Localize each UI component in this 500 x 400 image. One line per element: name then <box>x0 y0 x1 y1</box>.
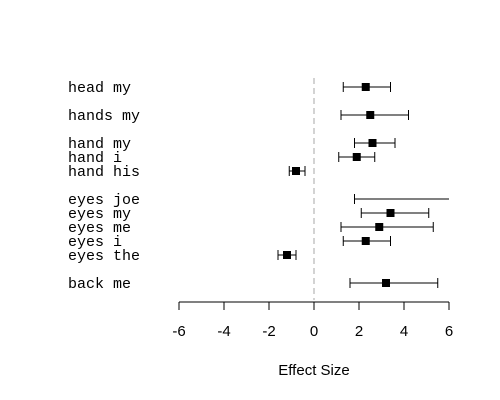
x-tick-label: 2 <box>355 323 363 340</box>
estimate-marker <box>368 139 377 147</box>
forest-row: eyes me <box>68 220 434 237</box>
row-label: back me <box>68 276 131 293</box>
estimate-marker <box>366 111 375 119</box>
row-label: eyes i <box>68 234 122 251</box>
forest-row: eyes joe <box>68 192 449 209</box>
x-tick-label: -4 <box>217 323 230 340</box>
x-tick-label: -6 <box>172 323 185 340</box>
row-label: eyes joe <box>68 192 140 209</box>
x-tick-label: 6 <box>445 323 453 340</box>
estimate-marker <box>292 167 300 175</box>
forest-row: hands my <box>68 108 409 125</box>
estimate-marker <box>352 153 361 161</box>
row-label: eyes the <box>68 248 140 265</box>
row-label: hand my <box>68 136 131 153</box>
x-tick-label: 4 <box>400 323 408 340</box>
forest-row: hand my <box>68 136 396 153</box>
forest-row: back me <box>68 276 439 293</box>
estimate-marker <box>375 223 384 231</box>
row-label: eyes me <box>68 220 131 237</box>
row-label: head my <box>68 80 131 97</box>
x-tick-label: -2 <box>262 323 275 340</box>
forest-row: head my <box>68 80 391 97</box>
forest-row: eyes i <box>68 234 391 251</box>
x-tick-label: 0 <box>310 323 318 340</box>
forest-row: eyes the <box>68 248 297 265</box>
estimate-marker <box>382 279 390 287</box>
row-label: hand his <box>68 164 140 181</box>
estimate-marker <box>283 251 291 259</box>
row-label: eyes my <box>68 206 131 223</box>
row-label: hand i <box>68 150 122 167</box>
row-label: hands my <box>68 108 140 125</box>
forest-row: hand i <box>68 150 376 167</box>
estimate-marker <box>361 83 370 91</box>
x-axis-title: Effect Size <box>278 362 349 379</box>
estimate-marker <box>386 209 395 217</box>
estimate-marker <box>361 237 370 245</box>
forest-row: eyes my <box>68 206 430 223</box>
forest-row: hand his <box>68 164 306 181</box>
